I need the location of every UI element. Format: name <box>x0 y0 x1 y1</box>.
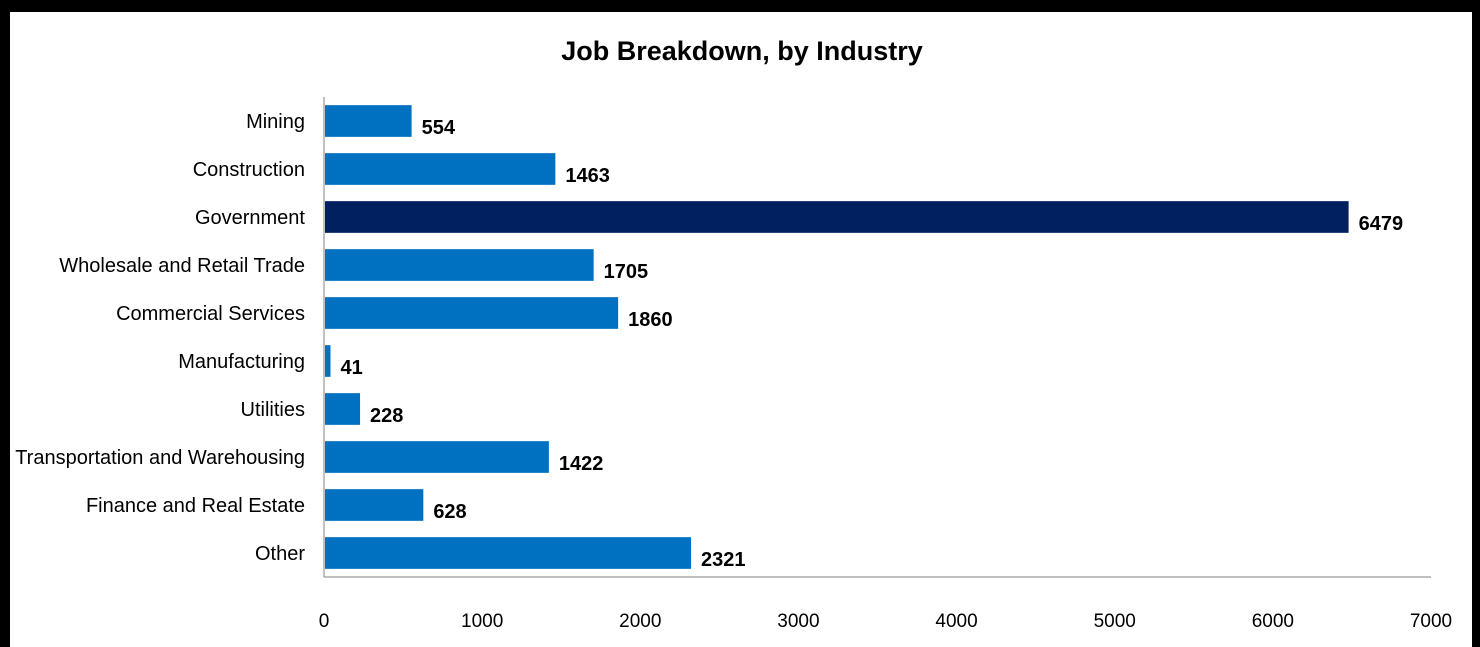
data-label: 1463 <box>565 165 610 187</box>
category-label: Other <box>255 543 305 565</box>
bars-layer: Mining 554 Construction 1463 Government 6479 W… <box>15 105 1403 571</box>
chart-frame: Job Breakdown, by Industry Mining 554 Cons… <box>10 12 1472 647</box>
category-label: Construction <box>193 159 305 181</box>
category-label: Mining <box>246 111 305 133</box>
bar-utilities <box>325 393 361 425</box>
data-label: 1860 <box>628 309 673 331</box>
bar-government <box>325 201 1349 233</box>
bar-mining <box>325 105 412 137</box>
data-label: 1422 <box>559 453 604 475</box>
data-label: 41 <box>340 357 362 379</box>
bar-other <box>325 537 692 569</box>
bar-finance-and-real-estate <box>325 489 424 521</box>
bar-chart: Job Breakdown, by Industry Mining 554 Cons… <box>15 36 1452 632</box>
bar-wholesale-and-retail-trade <box>325 249 594 281</box>
x-tick-label: 1000 <box>461 611 503 632</box>
data-label: 554 <box>422 117 456 139</box>
bar-manufacturing <box>325 345 331 377</box>
data-label: 628 <box>433 501 466 523</box>
data-label: 6479 <box>1359 213 1404 235</box>
x-tick-label: 2000 <box>619 611 661 632</box>
category-label: Utilities <box>241 399 305 421</box>
data-label: 1705 <box>604 261 649 283</box>
bar-commercial-services <box>325 297 619 329</box>
data-label: 2321 <box>701 549 746 571</box>
category-label: Commercial Services <box>116 303 305 325</box>
x-tick-label: 4000 <box>935 611 977 632</box>
category-label: Finance and Real Estate <box>86 495 305 517</box>
category-label: Transportation and Warehousing <box>15 447 305 469</box>
x-tick-label: 5000 <box>1094 611 1136 632</box>
x-tick-label: 7000 <box>1410 611 1452 632</box>
chart-title: Job Breakdown, by Industry <box>561 36 923 66</box>
x-tick-label: 3000 <box>777 611 819 632</box>
x-tick-label: 0 <box>319 611 330 632</box>
bar-construction <box>325 153 556 185</box>
category-label: Wholesale and Retail Trade <box>59 255 305 277</box>
data-label: 228 <box>370 405 403 427</box>
axes-layer: 0 1000 2000 3000 4000 5000 6000 7000 <box>319 97 1452 632</box>
category-label: Manufacturing <box>178 351 305 373</box>
bar-transportation-and-warehousing <box>325 441 549 473</box>
category-label: Government <box>195 207 305 229</box>
x-tick-label: 6000 <box>1252 611 1294 632</box>
